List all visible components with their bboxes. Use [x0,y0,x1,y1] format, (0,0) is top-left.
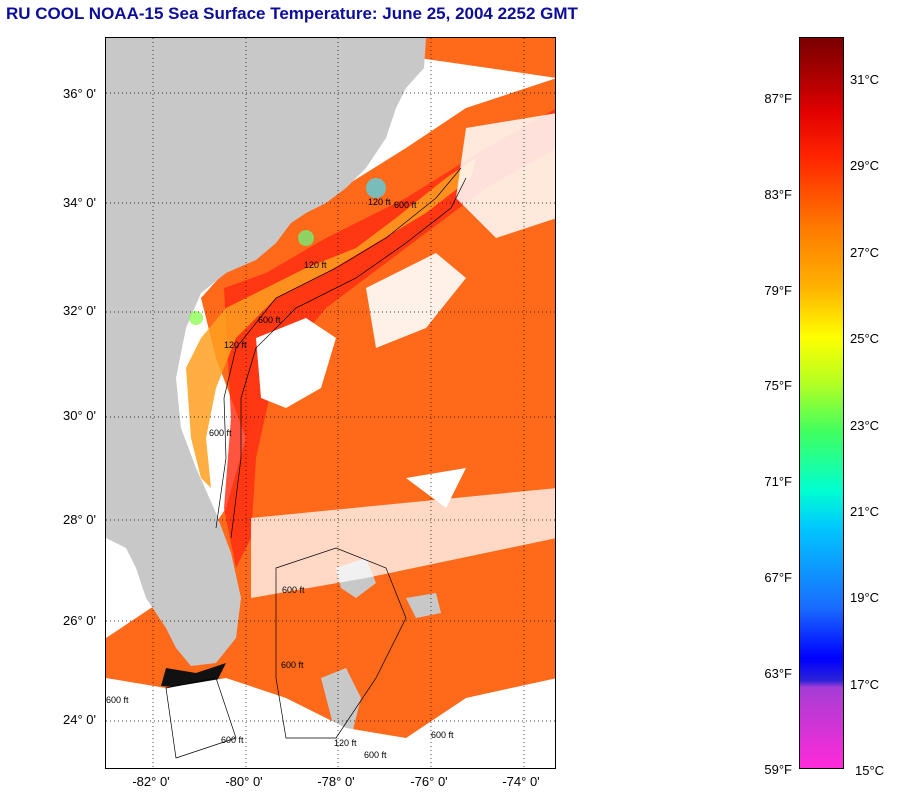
sst-map[interactable]: 120 ft 600 ft 120 ft 600 ft 120 ft 600 f… [105,37,556,769]
contour-bahamas [165,547,407,759]
colorbar-f-label: 75°F [764,378,792,393]
colorbar-f-label: 79°F [764,283,792,298]
nearshore-cool-band [186,158,476,488]
land-mainland [106,38,426,666]
contour-label: 600 ft [431,730,454,740]
contour-label: 600 ft [221,735,244,745]
contour-label: 600 ft [281,660,304,670]
colorbar-c-label: 19°C [850,590,880,605]
contour-label: 120 ft [224,340,247,350]
no-data-south [106,678,555,768]
colorbar-c-label: 25°C [850,331,880,346]
lon-label: -80° 0' [225,774,263,789]
lat-label: 24° 0' [63,712,96,727]
contour-label: 600 ft [209,428,232,438]
contour-label: 120 ft [368,197,391,207]
colorbar-f-label: 71°F [764,474,792,489]
lon-label: -82° 0' [132,774,170,789]
contour-label: 600 ft [258,315,281,325]
colorbar-f-label: 59°F [764,762,792,777]
colorbar-f-label: 83°F [764,187,792,202]
cool-spot-1 [366,178,386,198]
colorbar-c-label: 21°C [850,504,880,519]
lat-label: 36° 0' [63,86,96,101]
bahamas-islands [321,558,441,738]
lat-label: 32° 0' [63,303,96,318]
contour-label: 600 ft [364,750,387,760]
colorbar-c-label: 23°C [850,418,880,433]
sst-map-canvas: 120 ft 600 ft 120 ft 600 ft 120 ft 600 f… [106,38,555,768]
cloud-patch-1 [256,318,336,408]
lat-label: 26° 0' [63,613,96,628]
lon-label: -74° 0' [502,774,540,789]
contour-120ft [215,167,462,529]
cloud-patch-5 [406,468,466,508]
contour-label: 600 ft [282,585,305,595]
colorbar-c-label: 15°C [855,763,885,778]
map-title: RU COOL NOAA-15 Sea Surface Temperature:… [6,4,578,23]
colorbar-c-label: 27°C [850,245,880,260]
lat-label: 28° 0' [63,512,96,527]
contour-label: 120 ft [334,738,357,748]
cool-spot-2 [298,230,314,246]
cloud-patch-2 [366,253,466,348]
lon-label: -76° 0' [410,774,448,789]
cool-spot-3 [189,311,203,325]
lat-label: 30° 0' [63,408,96,423]
contour-label: 600 ft [106,695,129,705]
colorbar-c-label: 17°C [850,677,880,692]
contour-label: 600 ft [394,200,417,210]
colorbar-c-label: 31°C [850,72,880,87]
contour-label: 120 ft [304,260,327,270]
colorbar-f-label: 67°F [764,570,792,585]
cloud-patch-3 [456,113,555,238]
colorbar-f-label: 63°F [764,666,792,681]
contour-600ft [230,177,467,539]
colorbar-f-label: 87°F [764,91,792,106]
cloud-patch-4 [251,488,555,598]
colorbar-c-label: 29°C [850,158,880,173]
temperature-colorbar [799,37,844,769]
lat-label: 34° 0' [63,195,96,210]
lon-label: -78° 0' [317,774,355,789]
